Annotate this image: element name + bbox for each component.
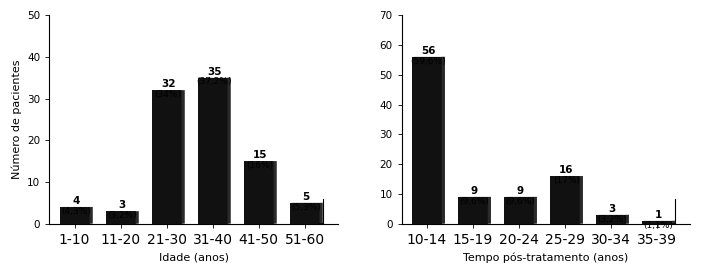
- Polygon shape: [106, 211, 135, 224]
- Text: (34%): (34%): [155, 90, 182, 99]
- Text: 3: 3: [608, 204, 616, 214]
- Polygon shape: [626, 215, 629, 224]
- Text: (17%): (17%): [553, 176, 580, 185]
- Y-axis label: Número de pacientes: Número de pacientes: [11, 60, 22, 179]
- Text: (3,2%): (3,2%): [107, 211, 137, 220]
- Polygon shape: [198, 78, 228, 224]
- Polygon shape: [135, 211, 139, 224]
- Text: (37,2%): (37,2%): [196, 77, 232, 86]
- Polygon shape: [533, 197, 537, 224]
- Polygon shape: [273, 161, 277, 224]
- Text: (5,3%): (5,3%): [291, 202, 321, 212]
- Text: 4: 4: [72, 196, 80, 206]
- Polygon shape: [642, 221, 672, 224]
- Polygon shape: [412, 57, 442, 224]
- Text: (59,6%): (59,6%): [411, 56, 447, 65]
- Polygon shape: [458, 197, 488, 224]
- Polygon shape: [228, 78, 231, 224]
- Polygon shape: [90, 207, 93, 224]
- Text: (3,2%): (3,2%): [597, 215, 627, 224]
- Text: (16%): (16%): [247, 161, 274, 170]
- Polygon shape: [596, 215, 626, 224]
- Polygon shape: [672, 221, 675, 224]
- Polygon shape: [182, 90, 185, 224]
- Text: 3: 3: [118, 200, 126, 210]
- Text: 56: 56: [421, 46, 435, 56]
- Polygon shape: [550, 176, 580, 224]
- Text: 9: 9: [517, 186, 524, 196]
- Text: (1,1%): (1,1%): [644, 221, 674, 230]
- Text: 1: 1: [655, 210, 662, 220]
- Polygon shape: [244, 161, 273, 224]
- Text: 32: 32: [161, 79, 175, 89]
- Text: 5: 5: [303, 192, 310, 202]
- Text: 16: 16: [559, 165, 573, 175]
- X-axis label: Idade (anos): Idade (anos): [158, 252, 229, 262]
- Polygon shape: [60, 207, 90, 224]
- Polygon shape: [504, 197, 533, 224]
- Polygon shape: [320, 203, 322, 224]
- Polygon shape: [442, 57, 445, 224]
- Text: (4,3%): (4,3%): [62, 207, 91, 216]
- Text: (9,6%): (9,6%): [505, 197, 536, 206]
- Text: 35: 35: [207, 67, 222, 76]
- X-axis label: Tempo pós-tratamento (anos): Tempo pós-tratamento (anos): [463, 252, 628, 263]
- Text: 9: 9: [471, 186, 478, 196]
- Text: (9,6%): (9,6%): [459, 197, 489, 206]
- Polygon shape: [580, 176, 583, 224]
- Polygon shape: [151, 90, 182, 224]
- Polygon shape: [488, 197, 491, 224]
- Text: 15: 15: [253, 150, 268, 160]
- Polygon shape: [290, 203, 320, 224]
